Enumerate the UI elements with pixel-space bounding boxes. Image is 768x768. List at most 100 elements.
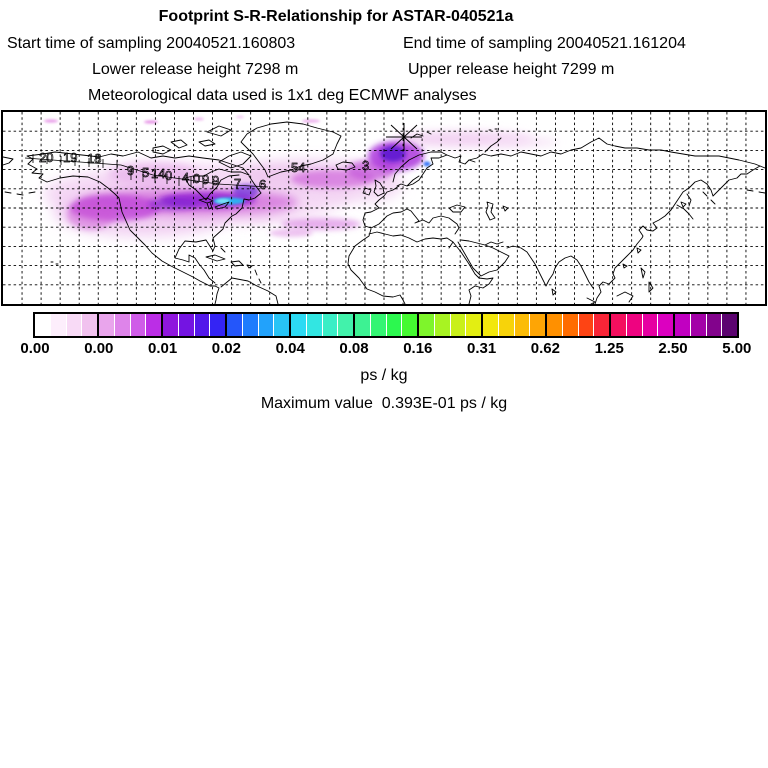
receptor-star-marker	[386, 123, 422, 151]
colorbar-cell	[99, 314, 114, 336]
colorbar-tick-label: 5.00	[722, 340, 752, 357]
colorbar-tick-label: 0.62	[530, 340, 560, 357]
colorbar-cell	[641, 314, 658, 336]
plume-blob	[302, 119, 320, 123]
colorbar-cell	[337, 314, 353, 336]
colorbar-tick-label: 0.04	[275, 340, 305, 357]
colorbar-cell	[81, 314, 97, 336]
colorbar-cell	[419, 314, 434, 336]
plume-blob	[216, 198, 230, 204]
colorbar-cell	[721, 314, 737, 336]
colorbar-segment	[545, 314, 609, 336]
map-gridlines	[3, 112, 765, 304]
start-time-label: Start time of sampling 20040521.160803	[7, 35, 296, 52]
trajectory-day-label: 3	[362, 158, 369, 173]
plume-blob	[281, 218, 361, 230]
max-value-label: Maximum value 0.393E-01 ps / kg	[260, 395, 508, 412]
colorbar-segment	[225, 314, 289, 336]
upper-release-label: Upper release height 7299 m	[408, 61, 615, 78]
colorbar-tick-label: 0.02	[211, 340, 241, 357]
colorbar-cell	[529, 314, 545, 336]
trajectory-day-label: 20	[39, 150, 53, 165]
colorbar-cell	[657, 314, 673, 336]
trajectory-day-label: 4	[182, 170, 189, 185]
colorbar-cell	[449, 314, 466, 336]
colorbar-tick-label: 0.01	[147, 340, 178, 357]
colorbar-cell	[65, 314, 82, 336]
colorbar-cell	[257, 314, 274, 336]
colorbar	[33, 312, 739, 338]
colorbar-cell	[577, 314, 594, 336]
colorbar-cell	[513, 314, 530, 336]
colorbar-cell	[385, 314, 402, 336]
colorbar-segment	[353, 314, 417, 336]
colorbar-segment	[161, 314, 225, 336]
end-time-label: End time of sampling 20040521.161204	[403, 35, 686, 52]
page-title: Footprint S-R-Relationship for ASTAR-040…	[158, 8, 514, 25]
lower-release-label: Lower release height 7298 m	[92, 61, 299, 78]
plume-blob	[269, 229, 313, 237]
colorbar-cell	[705, 314, 722, 336]
colorbar-tick-label: 2.50	[658, 340, 688, 357]
colorbar-segment	[97, 314, 161, 336]
plume-blob	[488, 137, 558, 147]
colorbar-cell	[129, 314, 146, 336]
colorbar-cell	[465, 314, 481, 336]
colorbar-cell	[369, 314, 386, 336]
colorbar-tick-label: 1.25	[594, 340, 624, 357]
colorbar-segment	[417, 314, 481, 336]
plume-blob	[233, 184, 259, 198]
trajectory-day-label: 18	[87, 151, 101, 166]
colorbar-cell	[561, 314, 578, 336]
colorbar-cell	[177, 314, 194, 336]
met-data-label: Meteorological data used is 1x1 deg ECMW…	[88, 87, 477, 104]
plume-blob	[236, 115, 244, 119]
colorbar-cell	[497, 314, 514, 336]
colorbar-cell	[145, 314, 161, 336]
trajectory-day-label: 7	[234, 176, 241, 191]
colorbar-cell	[35, 314, 50, 336]
colorbar-cell	[483, 314, 498, 336]
trajectory-path	[24, 154, 269, 189]
trajectory-day-label: 19	[63, 150, 77, 165]
colorbar-cell	[113, 314, 130, 336]
colorbar-cell	[273, 314, 289, 336]
trajectory-day-labels: 20 19 189 5 14 0 4 0 9 9 7 654 3	[39, 150, 370, 193]
trajectory-day-label: 14	[151, 166, 165, 181]
colorbar-cell	[675, 314, 690, 336]
trajectory-day-label: 9	[202, 172, 209, 187]
trajectory-day-label: 5	[142, 165, 149, 180]
colorbar-tick-label: 0.16	[403, 340, 433, 357]
trajectory-day-label: 9	[127, 163, 134, 178]
trajectory-day-label: 6	[259, 177, 266, 192]
colorbar-cell	[355, 314, 370, 336]
colorbar-cell	[193, 314, 210, 336]
colorbar-segment	[289, 314, 353, 336]
plume-blob	[194, 117, 204, 121]
colorbar-cell	[291, 314, 306, 336]
colorbar-cell	[209, 314, 225, 336]
trajectory-day-label: 0	[165, 168, 172, 183]
colorbar-tick-label: 0.00	[20, 340, 50, 357]
colorbar-tick-label: 0.08	[339, 340, 369, 357]
colorbar-tick-label: 0.00	[84, 340, 114, 357]
plume-blob	[380, 146, 406, 162]
colorbar-cell	[241, 314, 258, 336]
plume-blob	[44, 119, 58, 123]
colorbar-segment	[35, 314, 97, 336]
plume-blob	[148, 198, 198, 210]
plume-blob	[67, 200, 115, 230]
colorbar-cell	[49, 314, 66, 336]
colorbar-cell	[433, 314, 450, 336]
trajectory-day-label: 0	[193, 171, 200, 186]
trajectory-day-label: 9	[212, 173, 219, 188]
colorbar-cell	[227, 314, 242, 336]
plume-blob	[144, 120, 158, 124]
colorbar-cell	[689, 314, 706, 336]
colorbar-unit-label: ps / kg	[360, 367, 408, 384]
colorbar-cell	[611, 314, 626, 336]
colorbar-cell	[593, 314, 609, 336]
footprint-map-svg: 20 19 189 5 14 0 4 0 9 9 7 654 3	[3, 112, 765, 304]
colorbar-cell	[321, 314, 338, 336]
colorbar-segment	[481, 314, 545, 336]
